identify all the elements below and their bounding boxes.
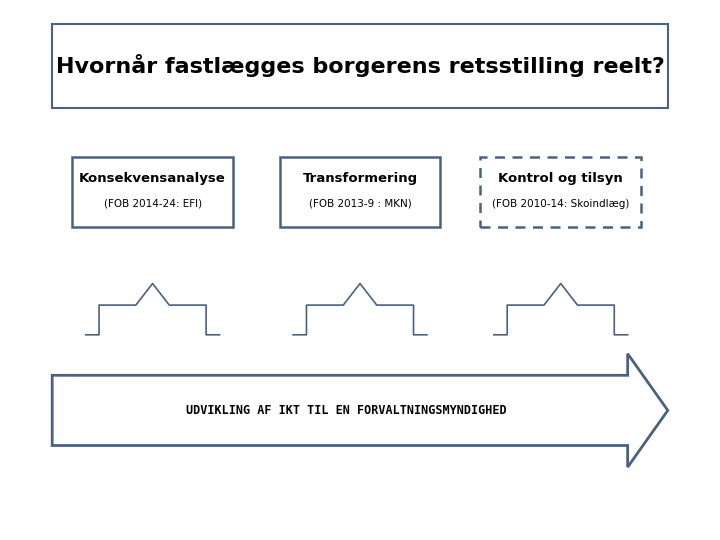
- Text: Hvornår fastlægges borgerens retsstilling reelt?: Hvornår fastlægges borgerens retsstillin…: [55, 55, 665, 77]
- FancyBboxPatch shape: [480, 157, 641, 227]
- Text: UDVIKLING AF IKT TIL EN FORVALTNINGSMYNDIGHED: UDVIKLING AF IKT TIL EN FORVALTNINGSMYND…: [186, 404, 507, 417]
- Text: (FOB 2010-14: Skoindlæg): (FOB 2010-14: Skoindlæg): [492, 199, 629, 208]
- Text: Transformering: Transformering: [302, 172, 418, 185]
- Text: Konsekvensanalyse: Konsekvensanalyse: [79, 172, 226, 185]
- FancyBboxPatch shape: [279, 157, 441, 227]
- FancyBboxPatch shape: [72, 157, 233, 227]
- Polygon shape: [53, 354, 667, 467]
- Text: Kontrol og tilsyn: Kontrol og tilsyn: [498, 172, 623, 185]
- FancyBboxPatch shape: [53, 24, 667, 108]
- Text: (FOB 2013-9 : MKN): (FOB 2013-9 : MKN): [309, 199, 411, 208]
- Text: (FOB 2014-24: EFI): (FOB 2014-24: EFI): [104, 199, 202, 208]
